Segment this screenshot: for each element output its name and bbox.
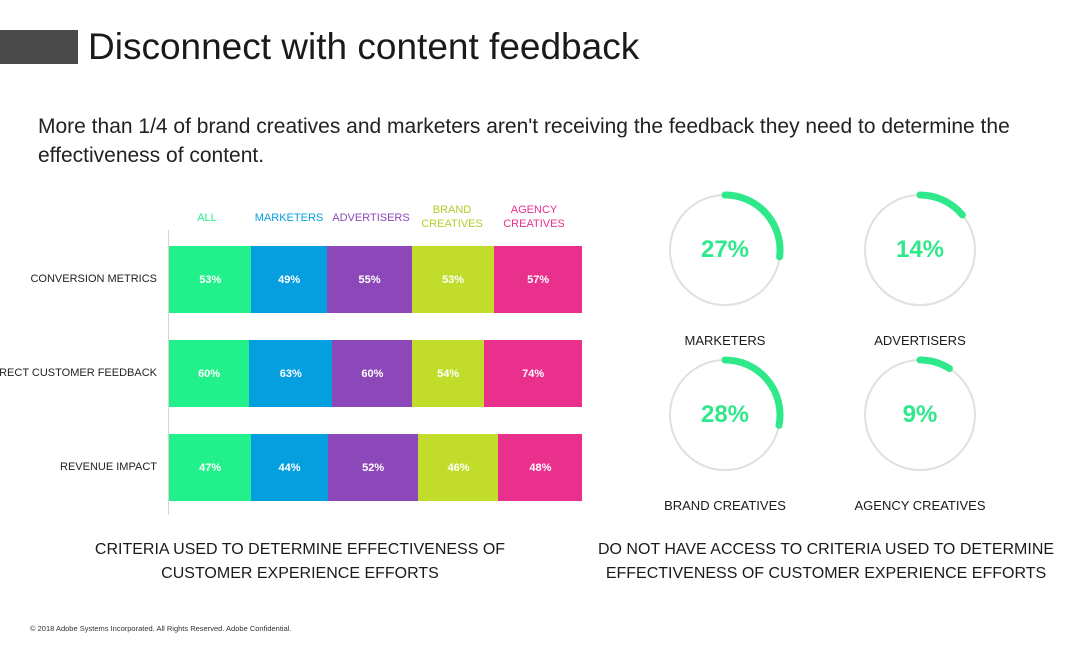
copyright-footer: © 2018 Adobe Systems Incorporated. All R… [30,624,292,633]
legend-header-1: MARKETERS [239,211,339,225]
bar-segment: 63% [248,340,333,407]
donut-graphic [669,356,784,471]
bar-chart-axis-line [168,230,169,515]
bar-value-label: 47% [199,461,222,474]
donut-category-label: ADVERTISERS [874,333,966,348]
bar-value-label: 74% [522,367,545,380]
bar-segment: 60% [169,340,250,407]
legend-header-2: ADVERTISERS [321,211,421,225]
page-subtitle: More than 1/4 of brand creatives and mar… [38,115,1010,167]
bar-segment: 49% [250,246,328,313]
donut-arc [916,191,966,219]
donut-category-label: MARKETERS [684,333,766,348]
bar-chart-caption: CRITERIA USED TO DETERMINE EFFECTIVENESS… [60,538,540,586]
donut-percent-label: 14% [895,236,945,263]
bar-value-label: 63% [279,367,302,380]
legend-header-line: ADVERTISERS [332,212,410,224]
donut-caption-line2: EFFECTIVENESS OF CUSTOMER EXPERIENCE EFF… [605,565,1047,582]
donut-chart: 14% [856,186,984,314]
bar-value-label: 55% [358,273,381,286]
donut-chart: 27% [661,186,789,314]
bar-value-label: 53% [199,273,222,286]
donut-percent-label: 28% [700,401,750,428]
bar-value-label: 60% [198,367,221,380]
donut-arc [721,191,784,261]
bar-value-label: 54% [437,367,460,380]
donut-category-label: BRAND CREATIVES [664,498,786,513]
bar-segment: 52% [327,434,419,501]
bar-chart-caption-line2: CUSTOMER EXPERIENCE EFFORTS [161,565,439,582]
legend-header-3: BRAND CREATIVES [402,203,502,231]
bar-segment: 48% [498,434,583,501]
donut-chart: 28% [661,351,789,479]
bar-segment: 57% [493,246,583,313]
row-label: REVENUE IMPACT [60,460,157,473]
bar-segment: 60% [332,340,413,407]
row-label: DIRECT CUSTOMER FEEDBACK [0,366,157,379]
legend-header-0: ALL [157,211,257,225]
bar-segment: 46% [418,434,499,501]
bar-value-label: 44% [278,461,301,474]
bar-value-label: 53% [442,273,465,286]
donut-percent-label: 27% [700,236,750,263]
legend-header-line: MARKETERS [254,212,324,224]
bar-chart-caption-line1: CRITERIA USED TO DETERMINE EFFECTIVENESS… [94,541,506,558]
bar-segment: 55% [326,246,413,313]
donut-percent-label: 9% [902,401,938,428]
donut-graphic [864,356,976,471]
legend-header-line: CREATIVES [421,218,483,230]
donut-arc [721,356,784,429]
bar-value-label: 46% [447,461,470,474]
donut-chart: 9% [856,351,984,479]
legend-header-line: ALL [197,212,217,224]
bar-segment: 53% [411,246,495,313]
bar-value-label: 57% [527,273,550,286]
donut-caption-line1: DO NOT HAVE ACCESS TO CRITERIA USED TO D… [597,541,1055,558]
bar-segment: 74% [483,340,583,407]
page-title: Disconnect with content feedback [88,26,640,67]
bar-segment: 53% [169,246,252,313]
title-accent-bar [0,30,78,64]
bar-segment: 47% [169,434,252,501]
legend-header-4: AGENCY CREATIVES [484,203,584,231]
bar-segment: 54% [412,340,485,407]
donut-graphic [669,191,784,306]
donut-caption: DO NOT HAVE ACCESS TO CRITERIA USED TO D… [576,538,1070,586]
donut-arc [916,356,953,373]
legend-header-line: BRAND [432,204,472,216]
bar-segment: 44% [250,434,329,501]
legend-header-line: AGENCY [510,204,558,216]
row-label: CONVERSION METRICS [30,272,157,285]
bar-value-label: 60% [361,367,384,380]
bar-value-label: 49% [278,273,301,286]
donut-graphic [864,191,976,306]
legend-header-line: CREATIVES [503,218,565,230]
donut-category-label: AGENCY CREATIVES [854,498,986,513]
bar-value-label: 48% [529,461,552,474]
bar-value-label: 52% [362,461,385,474]
